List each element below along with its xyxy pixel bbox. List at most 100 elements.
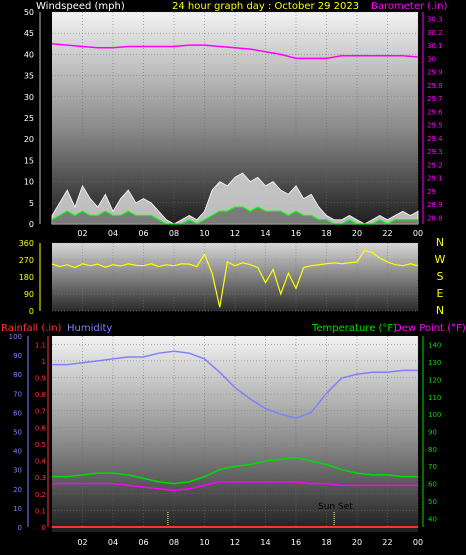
direction-tick-label: 360	[19, 239, 34, 248]
windspeed-axis-label: Windspeed (mph)	[36, 1, 125, 12]
temperature-line	[52, 456, 418, 485]
windspeed-tick-label: 35	[24, 72, 34, 81]
panel3-x-tick-label: 22	[382, 538, 392, 547]
rainfall-tick-label: 0.6	[35, 424, 47, 432]
panel1-x-tick-label: 04	[108, 229, 118, 238]
panel1-x-tick-label: 20	[352, 229, 362, 238]
barometer-tick-label: 28.9	[427, 201, 443, 209]
rainfall-tick-label: 1.1	[35, 341, 46, 349]
compass-label: N	[436, 304, 444, 317]
dewpoint-axis-label: Dew Point (°F)	[394, 323, 466, 334]
barometer-tick-label: 30.3	[427, 16, 443, 24]
rainfall-tick-label: 0.3	[35, 474, 46, 482]
panel2-grid	[52, 242, 419, 312]
barometer-tick-label: 29.6	[427, 108, 443, 116]
temperature-tick-label: 90	[428, 429, 437, 437]
barometer-tick-label: 30	[427, 55, 436, 63]
barometer-tick-label: 29.2	[427, 161, 443, 169]
panel1-x-tick-label: 06	[138, 229, 148, 238]
temperature-axis-label: Temperature (°F)	[311, 323, 397, 334]
humidity-tick-label: 80	[13, 371, 22, 379]
humidity-line	[52, 350, 418, 419]
windspeed-tick-label: 5	[29, 199, 34, 208]
panel3-x-tick-label: 00	[413, 538, 423, 547]
panel1-x-tick-label: 12	[230, 229, 240, 238]
windspeed-tick-label: 50	[24, 8, 34, 17]
barometer-tick-label: 28.8	[427, 214, 443, 222]
direction-axis: 0 90 180 270 360	[19, 239, 41, 316]
windspeed-axis: 0 5 10 15 20 25 30 35 40 45 50	[24, 8, 41, 229]
panel1-x-tick-label: 00	[413, 229, 423, 238]
barometer-tick-label: 29	[427, 188, 436, 196]
barometer-tick-label: 29.3	[427, 148, 443, 156]
compass-label: N	[436, 236, 444, 249]
windspeed-tick-label: 25	[24, 114, 34, 123]
panel2-series	[51, 249, 419, 308]
barometer-line	[51, 43, 419, 60]
panel3-x-tick-label: 02	[77, 538, 87, 547]
humidity-tick-label: 50	[13, 429, 22, 437]
windspeed-tick-label: 15	[24, 156, 34, 165]
compass-label: E	[437, 287, 444, 300]
temperature-tick-label: 110	[428, 394, 441, 402]
chart-title: 24 hour graph day : October 29 2023	[172, 1, 359, 12]
panel1-x-tick-label: 02	[77, 229, 87, 238]
barometer-tick-label: 29.9	[427, 69, 443, 77]
panel3-background	[52, 336, 418, 532]
humidity-axis: 0 10 20 30 40 50 60 70 80 90 100	[9, 333, 29, 532]
barometer-tick-label: 30.2	[427, 29, 443, 37]
humidity-tick-label: 30	[13, 467, 22, 475]
temperature-tick-label: 70	[428, 463, 437, 471]
panel1-x-axis: 02 04 06 08 10 12 14 16 18 20 22 00	[77, 229, 423, 238]
temperature-axis: 40 50 60 70 80 90 100 110 120 130 140	[422, 336, 441, 527]
humidity-tick-label: 10	[13, 505, 22, 513]
temperature-tick-label: 130	[428, 359, 441, 367]
rainfall-tick-label: 0	[42, 524, 46, 532]
humidity-tick-label: 60	[13, 409, 22, 417]
humidity-tick-label: 90	[13, 352, 22, 360]
humidity-tick-label: 20	[13, 486, 22, 494]
rainfall-axis-label: Rainfall (.in)	[1, 323, 62, 334]
humidity-tick-label: 0	[18, 524, 22, 532]
windspeed-tick-label: 45	[24, 29, 34, 38]
windspeed-tick-label: 40	[24, 50, 34, 59]
temperature-tick-label: 40	[428, 515, 437, 523]
windspeed-tick-label: 30	[24, 93, 34, 102]
panel3-x-tick-label: 10	[199, 538, 209, 547]
rainfall-tick-label: 0.1	[35, 507, 46, 515]
sunset-annotation: Sun Set	[318, 502, 353, 512]
panel3-grid	[52, 336, 419, 528]
direction-tick-label: 270	[19, 256, 34, 265]
temperature-tick-label: 120	[428, 376, 441, 384]
panel3-x-tick-label: 12	[230, 538, 240, 547]
windspeed-tick-label: 20	[24, 135, 34, 144]
wind-gust-area	[51, 172, 419, 225]
rainfall-axis: 0 0.1 0.2 0.3 0.4 0.5 0.6 0.7 0.8 0.9 1 1.1	[35, 336, 49, 532]
panel1-x-tick-label: 08	[169, 229, 179, 238]
temperature-tick-label: 60	[428, 481, 437, 489]
panel3-x-axis: 02 04 06 08 10 12 14 16 18 20 22 00	[77, 538, 423, 547]
direction-tick-label: 90	[24, 290, 34, 299]
panel3-x-tick-label: 14	[260, 538, 270, 547]
panel1-grid	[52, 11, 419, 225]
rainfall-tick-label: 0.8	[35, 391, 46, 399]
humidity-tick-label: 40	[13, 448, 22, 456]
panel3-x-tick-label: 06	[138, 538, 148, 547]
humidity-tick-label: 70	[13, 390, 22, 398]
panel1-x-tick-label: 22	[382, 229, 392, 238]
direction-tick-label: 0	[29, 307, 34, 316]
barometer-tick-label: 29.5	[427, 122, 443, 130]
windspeed-tick-label: 0	[29, 220, 34, 229]
panel1-x-tick-label: 14	[260, 229, 270, 238]
barometer-axis-label: Barometer (.in)	[371, 1, 447, 12]
barometer-tick-label: 29.8	[427, 82, 443, 90]
rainfall-tick-label: 0.7	[35, 408, 46, 416]
wind-speed-line	[51, 206, 418, 225]
panel1-x-tick-label: 16	[291, 229, 301, 238]
barometer-axis: 28.8 28.9 29 29.1 29.2 29.3 29.4 29.5 29.6 29.7 29…	[422, 12, 443, 224]
temperature-tick-label: 80	[428, 446, 437, 454]
